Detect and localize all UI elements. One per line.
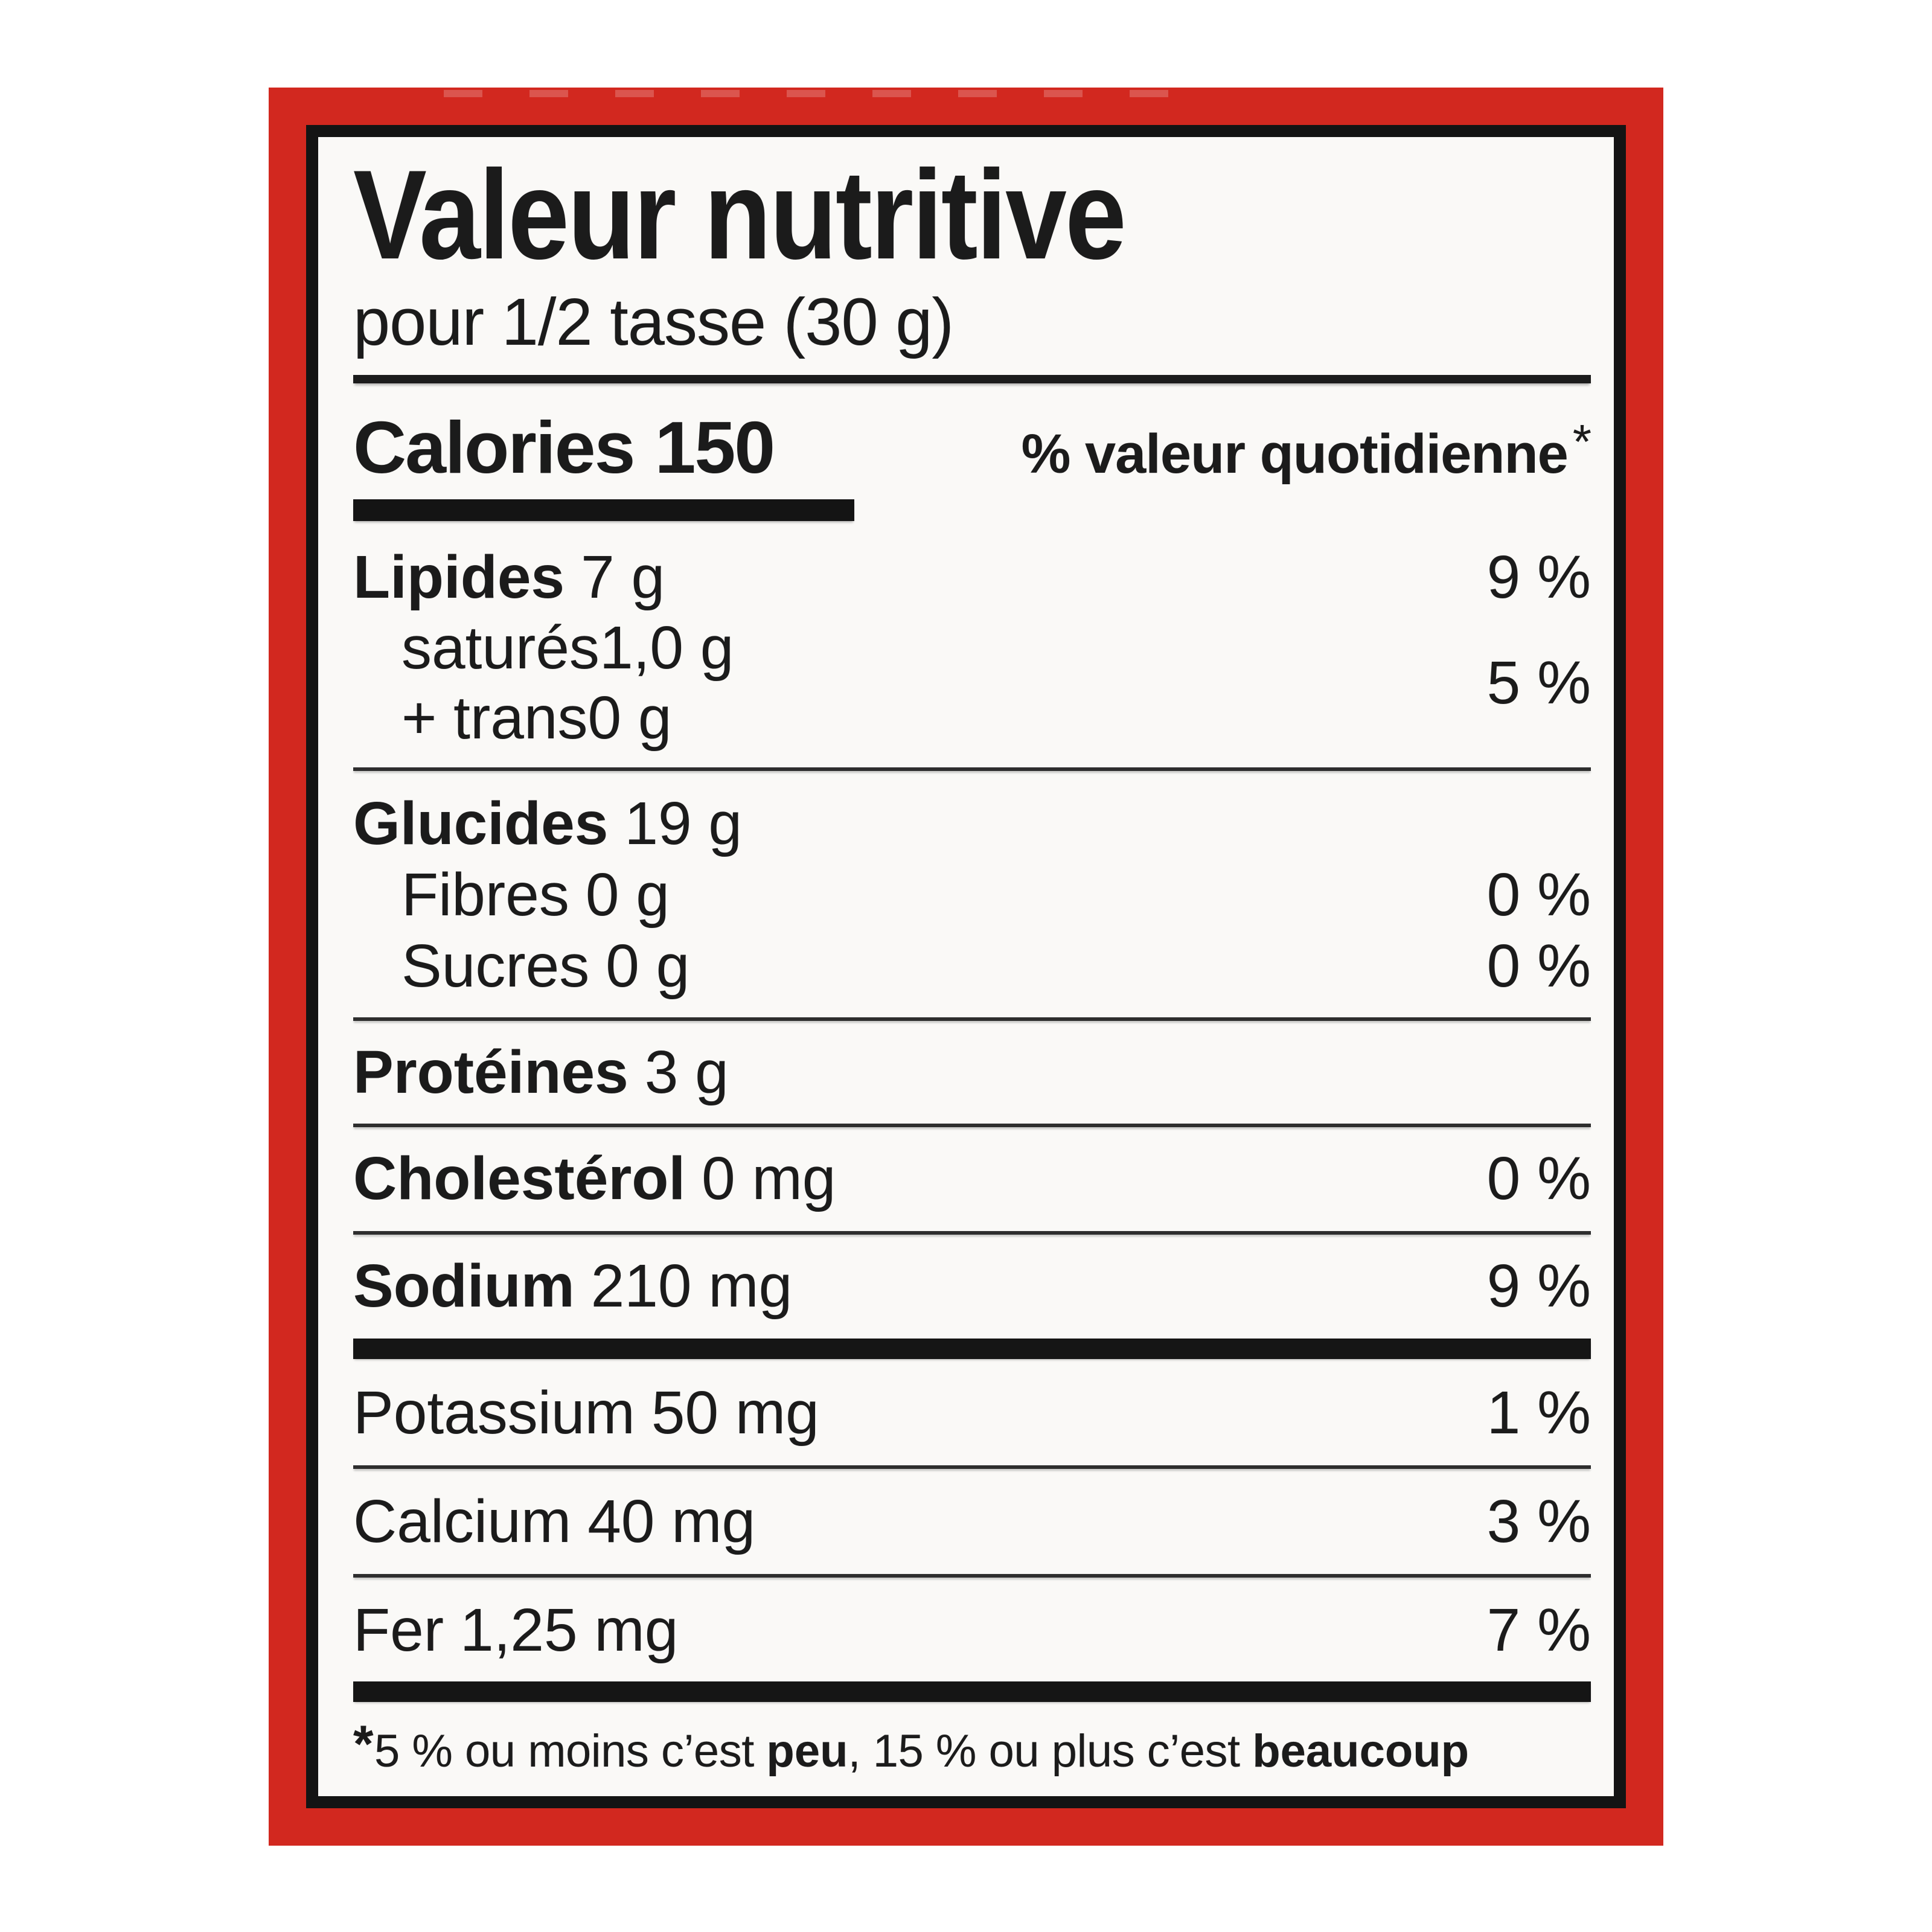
fat-dv: 9 % xyxy=(1486,543,1591,611)
protein-text: Protéines 3 g xyxy=(353,1038,729,1106)
calories-header-row: Calories 150 % valeur quotidienne * xyxy=(353,398,1591,490)
calories-value: 150 xyxy=(654,406,776,488)
saturated-text: saturés1,0 g xyxy=(401,614,734,682)
daily-value-header: % valeur quotidienne * xyxy=(1021,415,1591,485)
row-sugars: Sucres 0 g 0 % xyxy=(353,930,1591,1017)
separator-thin xyxy=(353,767,1591,771)
daily-value-footnote: *5 % ou moins c’est peu, 15 % ou plus c’… xyxy=(353,1715,1470,1777)
nutrition-facts-label: Valeur nutritive pour 1/2 tasse (30 g) C… xyxy=(269,88,1663,1846)
calories-label: Calories xyxy=(353,406,635,488)
iron-text: Fer 1,25 mg xyxy=(353,1596,679,1664)
cholesterol-dv: 0 % xyxy=(1486,1145,1591,1212)
row-protein: Protéines 3 g xyxy=(353,1021,1591,1124)
fibre-dv: 0 % xyxy=(1486,861,1591,929)
row-cholesterol: Cholestérol 0 mg 0 % xyxy=(353,1127,1591,1231)
carbohydrate-text: Glucides 19 g xyxy=(353,790,743,857)
separator-thick xyxy=(353,1339,1591,1359)
sugars-text: Sucres 0 g xyxy=(401,932,690,1000)
separator-thin xyxy=(353,1465,1591,1469)
saturated-trans-lines: saturés1,0 g + trans0 g xyxy=(353,613,734,753)
saturated-trans-dv: 5 % xyxy=(1486,648,1591,717)
row-calcium: Calcium 40 mg 3 % xyxy=(353,1469,1591,1574)
calories-line: Calories 150 xyxy=(353,405,776,490)
footnote-asterisk: * xyxy=(353,1715,373,1773)
separator-thin xyxy=(353,1017,1591,1021)
calcium-text: Calcium 40 mg xyxy=(353,1488,756,1555)
fat-text: Lipides 7 g xyxy=(353,543,665,611)
calcium-dv: 3 % xyxy=(1486,1488,1591,1555)
trans-text: + trans0 g xyxy=(401,684,672,752)
separator-thin xyxy=(353,1124,1591,1127)
label-title: Valeur nutritive xyxy=(353,144,1127,286)
cholesterol-text: Cholestérol 0 mg xyxy=(353,1145,836,1212)
calories-underline-bar xyxy=(353,499,854,521)
fibre-text: Fibres 0 g xyxy=(401,861,670,929)
row-carbohydrate: Glucides 19 g xyxy=(353,771,1591,859)
sodium-dv: 9 % xyxy=(1486,1252,1591,1320)
separator-thin xyxy=(353,1574,1591,1578)
serving-size: pour 1/2 tasse (30 g) xyxy=(353,285,954,359)
row-saturated-trans: saturés1,0 g + trans0 g 5 % xyxy=(353,613,1591,767)
iron-dv: 7 % xyxy=(1486,1596,1591,1664)
row-fat: Lipides 7 g 9 % xyxy=(353,521,1591,613)
row-iron: Fer 1,25 mg 7 % xyxy=(353,1578,1591,1681)
potassium-dv: 1 % xyxy=(1486,1379,1591,1447)
separator-thin xyxy=(353,1231,1591,1235)
row-potassium: Potassium 50 mg 1 % xyxy=(353,1359,1591,1465)
sugars-dv: 0 % xyxy=(1486,932,1591,1000)
potassium-text: Potassium 50 mg xyxy=(353,1379,819,1447)
daily-value-asterisk: * xyxy=(1572,415,1591,469)
sodium-text: Sodium 210 mg xyxy=(353,1252,793,1320)
row-sodium: Sodium 210 mg 9 % xyxy=(353,1235,1591,1339)
separator-thick xyxy=(353,1681,1591,1702)
nutrition-panel: Valeur nutritive pour 1/2 tasse (30 g) C… xyxy=(306,125,1626,1808)
print-artifact xyxy=(444,90,1168,97)
separator-medium xyxy=(353,375,1591,383)
row-fibre: Fibres 0 g 0 % xyxy=(353,859,1591,930)
